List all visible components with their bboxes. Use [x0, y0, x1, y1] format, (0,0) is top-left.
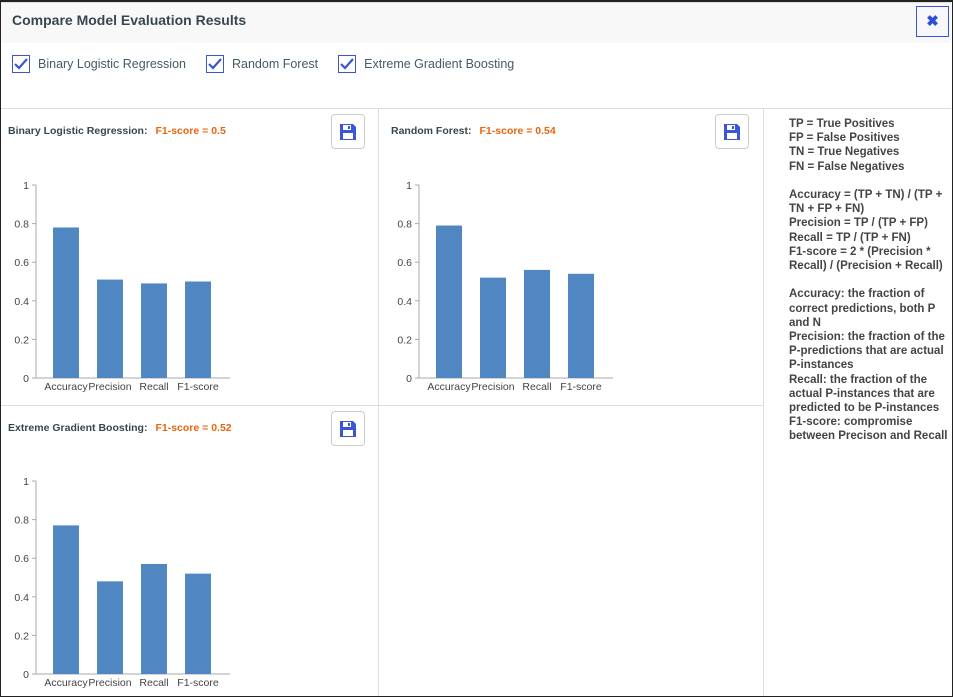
bar-precision	[480, 277, 506, 378]
y-tick-label: 0.8	[14, 219, 29, 231]
checkmark-icon	[338, 55, 357, 73]
save-icon	[724, 123, 740, 140]
x-tick-label: Accuracy	[44, 381, 88, 393]
checkbox-binary-logistic-regression[interactable]: Binary Logistic Regression	[12, 55, 186, 73]
save-button[interactable]	[331, 114, 365, 149]
bar-accuracy	[436, 225, 462, 378]
bar-f1-score	[568, 273, 594, 378]
y-tick-label: 1	[23, 476, 29, 488]
close-icon: ✖	[926, 13, 939, 30]
bar-precision	[97, 581, 123, 674]
y-tick-label: 0.6	[14, 257, 29, 269]
y-tick-label: 0	[406, 373, 412, 385]
y-tick-label: 0	[23, 373, 29, 385]
x-tick-label: F1-score	[177, 677, 219, 689]
divider	[1, 405, 764, 406]
bar-chart: 0 0.2 0.4 0.6 0.8 1 Accuracy Precision Recall F1-…	[14, 476, 230, 689]
f1-score: F1-score = 0.5	[155, 125, 226, 137]
y-tick-label: 0.6	[397, 257, 412, 269]
bar-accuracy	[53, 227, 79, 378]
bar-accuracy	[53, 525, 79, 674]
y-tick-label: 0.2	[14, 334, 29, 346]
x-tick-label: F1-score	[177, 381, 219, 393]
x-tick-label: Recall	[522, 381, 551, 393]
checkbox-extreme-gradient-boosting[interactable]: Extreme Gradient Boosting	[338, 55, 514, 73]
x-tick-label: F1-score	[560, 381, 602, 393]
divider	[378, 108, 379, 696]
save-icon	[340, 420, 356, 437]
x-tick-label: Precision	[88, 381, 131, 393]
x-tick-label: Precision	[471, 381, 514, 393]
y-tick-label: 0	[23, 669, 29, 681]
model-checkbox-row: Binary Logistic Regression Random Forest…	[12, 55, 534, 73]
chart-panel-extreme-gradient-boosting: Extreme Gradient Boosting: F1-score = 0.5…	[0, 405, 378, 696]
bar-precision	[97, 279, 123, 378]
y-tick-label: 0.6	[14, 553, 29, 565]
f1-score: F1-score = 0.54	[479, 125, 556, 137]
chart-panel-binary-logistic-regression: Binary Logistic Regression: F1-score = 0.…	[0, 108, 378, 405]
checkbox-label: Random Forest	[232, 57, 319, 71]
divider	[1, 108, 951, 109]
y-tick-label: 1	[406, 180, 412, 192]
y-tick-label: 0.8	[14, 515, 29, 527]
panel-title: Extreme Gradient Boosting: F1-score = 0.5…	[8, 422, 232, 434]
y-tick-label: 0.2	[14, 630, 29, 642]
panel-title: Binary Logistic Regression: F1-score = 0.…	[8, 125, 226, 137]
x-tick-label: Precision	[88, 677, 131, 689]
panel-title: Random Forest: F1-score = 0.54	[391, 125, 556, 137]
bar-chart: 0 0.2 0.4 0.6 0.8 1 Accuracy Precision Recall F1-…	[14, 180, 230, 393]
x-tick-label: Recall	[139, 381, 168, 393]
y-tick-label: 0.4	[397, 296, 412, 308]
save-button[interactable]	[715, 114, 749, 149]
bar-recall	[524, 269, 550, 378]
checkmark-icon	[12, 55, 30, 73]
bar-recall	[141, 283, 167, 378]
x-tick-label: Recall	[139, 677, 168, 689]
f1-score: F1-score = 0.52	[155, 422, 232, 434]
close-button[interactable]: ✖	[916, 6, 949, 37]
save-icon	[340, 123, 356, 140]
checkbox-random-forest[interactable]: Random Forest	[206, 55, 318, 73]
bar-chart: 0 0.2 0.4 0.6 0.8 1 Accuracy Precision Recall F1-…	[397, 180, 613, 393]
metrics-legend-text: TP = True Positives FP = False Positives…	[789, 118, 948, 443]
checkbox-label: Extreme Gradient Boosting	[364, 57, 515, 71]
x-tick-label: Accuracy	[44, 677, 88, 689]
divider	[763, 108, 764, 696]
x-tick-label: Accuracy	[427, 381, 471, 393]
chart-panel-random-forest: Random Forest: F1-score = 0.54 0 0.2 0.4 0.6…	[379, 108, 763, 405]
bar-f1-score	[185, 281, 211, 378]
checkbox-label: Binary Logistic Regression	[38, 57, 186, 71]
y-tick-label: 1	[23, 180, 29, 192]
dialog-header: Compare Model Evaluation Results ✖	[1, 2, 951, 43]
bar-f1-score	[185, 573, 211, 674]
save-button[interactable]	[331, 411, 365, 446]
y-tick-label: 0.8	[397, 219, 412, 231]
y-tick-label: 0.4	[14, 296, 29, 308]
y-tick-label: 0.2	[397, 334, 412, 346]
bar-recall	[141, 563, 167, 674]
y-tick-label: 0.4	[14, 592, 29, 604]
dialog-title: Compare Model Evaluation Results	[12, 12, 247, 28]
checkmark-icon	[206, 55, 224, 73]
